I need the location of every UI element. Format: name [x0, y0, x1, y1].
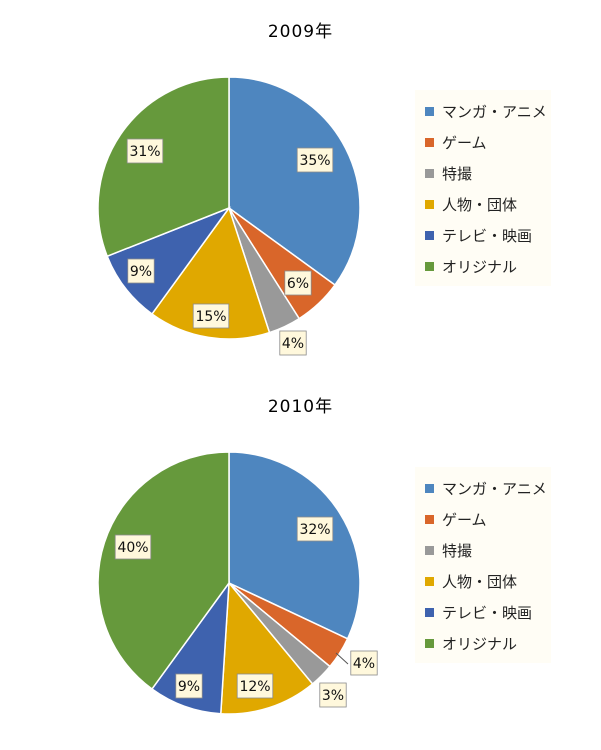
data-label-box: [350, 650, 378, 676]
data-label-box: [284, 270, 312, 296]
data-label: 35%: [296, 147, 334, 173]
data-label-text: 31%: [129, 144, 160, 160]
legend-item: テレビ・映画: [425, 220, 543, 251]
legend-swatch: [425, 484, 434, 493]
data-label: 6%: [284, 270, 312, 296]
legend-item: マンガ・アニメ: [425, 96, 547, 127]
data-label-box: [114, 534, 152, 560]
legend-item: ゲーム: [425, 504, 543, 535]
pie-slices: [97, 451, 361, 715]
legend-item: オリジナル: [425, 628, 543, 659]
data-label: 32%: [296, 516, 334, 542]
legend-label: マンガ・アニメ: [442, 103, 547, 121]
legend-item: テレビ・映画: [425, 597, 543, 628]
legend-label: マンガ・アニメ: [442, 480, 547, 498]
data-label: 4%: [279, 330, 307, 356]
legend-item: オリジナル: [425, 251, 543, 282]
pie-slice: [228, 451, 361, 640]
legend-item: 特撮: [425, 158, 543, 189]
pie-slice: [97, 451, 230, 691]
data-label: 31%: [126, 138, 164, 164]
pie-slice: [150, 206, 271, 340]
data-label: 3%: [319, 682, 347, 708]
data-label-text: 40%: [117, 540, 148, 556]
legend-label: オリジナル: [442, 635, 518, 653]
data-label-box: [279, 330, 307, 356]
data-label-box: [192, 303, 230, 329]
data-label-text: 3%: [322, 688, 344, 704]
chart-legend: マンガ・アニメ ゲーム 特撮 人物・団体 テレビ・映画 オリジナル: [415, 467, 551, 663]
legend-swatch: [425, 639, 434, 648]
legend-label: ゲーム: [442, 134, 487, 152]
data-label-text: 12%: [239, 679, 270, 695]
chart-title: 2010年: [267, 397, 334, 417]
data-label-text: 6%: [287, 276, 309, 292]
legend-swatch: [425, 169, 434, 178]
legend-label: 特撮: [442, 542, 473, 560]
legend-item: 特撮: [425, 535, 543, 566]
data-label-box: [296, 147, 334, 173]
data-label-box: [319, 682, 347, 708]
legend-swatch: [425, 107, 434, 116]
data-label: 9%: [127, 258, 155, 284]
legend-swatch: [425, 577, 434, 586]
pie-slice: [97, 76, 230, 258]
data-label-text: 4%: [353, 656, 375, 672]
legend-label: 特撮: [442, 165, 473, 183]
legend-label: テレビ・映画: [442, 227, 533, 245]
legend-label: 人物・団体: [442, 573, 518, 591]
legend-item: 人物・団体: [425, 566, 543, 597]
data-label-box: [236, 673, 274, 699]
legend-label: ゲーム: [442, 511, 487, 529]
data-label: 9%: [175, 673, 203, 699]
legend-item: ゲーム: [425, 127, 543, 158]
legend-swatch: [425, 200, 434, 209]
data-label-text: 35%: [299, 153, 330, 169]
legend-swatch: [425, 231, 434, 240]
legend-swatch: [425, 546, 434, 555]
data-label: 4%: [350, 650, 378, 676]
data-label-box: [126, 138, 164, 164]
legend-swatch: [425, 608, 434, 617]
data-label-text: 15%: [195, 309, 226, 325]
chart-title: 2009年: [267, 22, 334, 42]
data-label-text: 9%: [130, 264, 152, 280]
pie-chart: 35% 6% 4% 15% 9% 31%: [97, 76, 361, 356]
data-label: 12%: [236, 673, 274, 699]
data-label-text: 9%: [178, 679, 200, 695]
legend-swatch: [425, 515, 434, 524]
legend-swatch: [425, 138, 434, 147]
leader-line: [335, 652, 349, 665]
legend-label: テレビ・映画: [442, 604, 533, 622]
legend-item: 人物・団体: [425, 189, 543, 220]
data-label: 40%: [114, 534, 152, 560]
chart-2010: 2010年 32% 4% 3% 12% 9% 40% マンガ・アニメ ゲーム 特撮 人物・…: [0, 375, 601, 750]
data-label-box: [296, 516, 334, 542]
legend-label: 人物・団体: [442, 196, 518, 214]
legend-label: オリジナル: [442, 258, 518, 276]
pie-slice: [228, 76, 361, 287]
data-label-box: [175, 673, 203, 699]
legend-swatch: [425, 262, 434, 271]
pie-chart: 32% 4% 3% 12% 9% 40%: [97, 451, 378, 715]
data-label: 15%: [192, 303, 230, 329]
data-label-box: [127, 258, 155, 284]
data-label-text: 4%: [282, 336, 304, 352]
pie-slices: [97, 76, 361, 340]
data-label-text: 32%: [299, 522, 330, 538]
legend-item: マンガ・アニメ: [425, 473, 547, 504]
chart-2009: 2009年 35% 6% 4% 15% 9% 31% マンガ・アニメ ゲーム 特撮 人物・…: [97, 22, 551, 356]
chart-legend: マンガ・アニメ ゲーム 特撮 人物・団体 テレビ・映画 オリジナル: [415, 90, 551, 286]
